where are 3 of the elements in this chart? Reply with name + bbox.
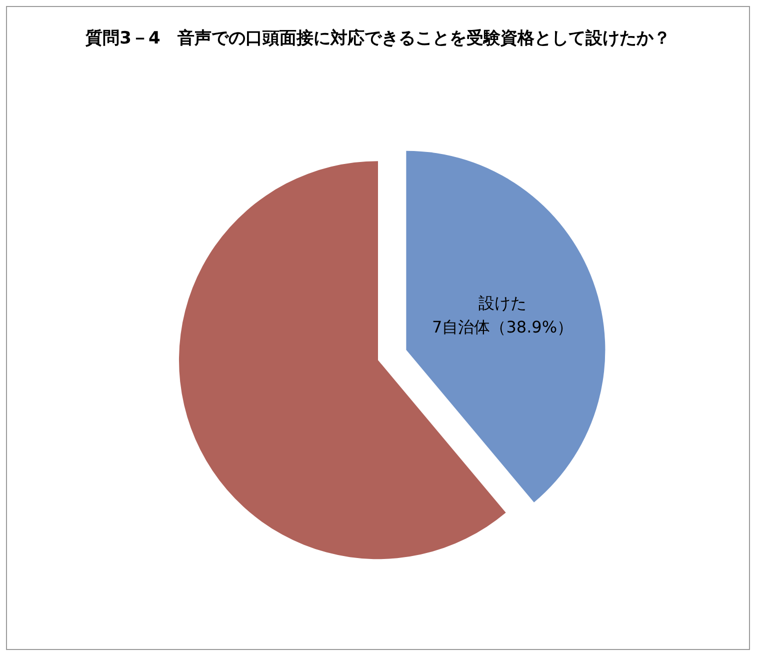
slice-label: 設けた: [478, 293, 527, 312]
data-label: 7自治体（38.9%）: [432, 317, 574, 336]
chart-title: 質問3－4 音声での口頭面接に対応できることを受験資格として設けたか？: [84, 28, 670, 48]
